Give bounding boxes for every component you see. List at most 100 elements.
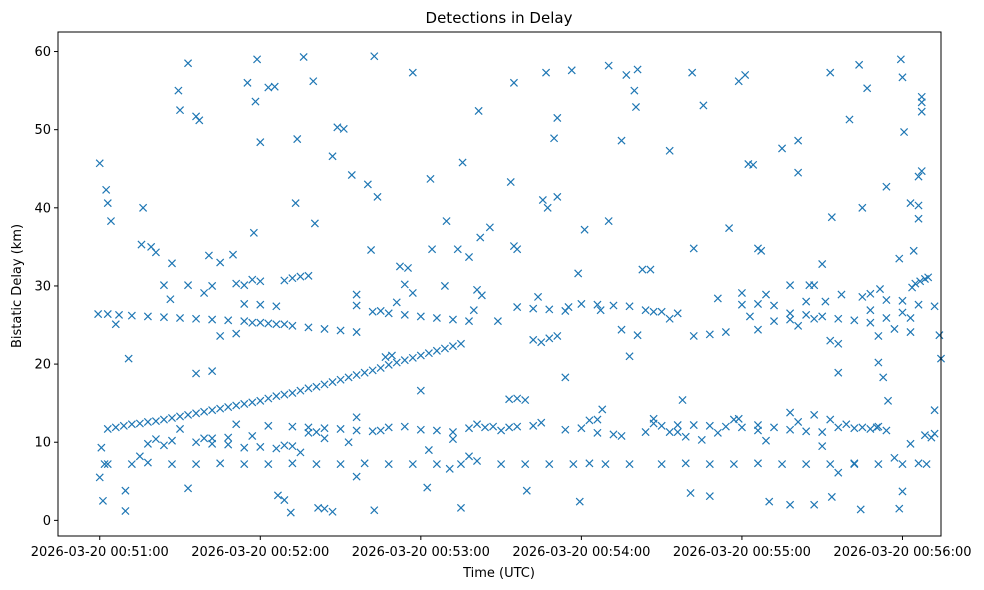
detection-marker <box>935 331 944 340</box>
detection-marker <box>761 290 771 299</box>
detection-marker <box>737 300 746 309</box>
detection-marker <box>448 315 457 324</box>
detection-marker <box>538 195 547 205</box>
detection-marker <box>368 307 377 316</box>
detection-marker <box>930 302 939 311</box>
detection-marker <box>858 203 867 212</box>
detection-marker <box>834 368 843 377</box>
detection-marker <box>749 160 758 169</box>
detection-marker <box>339 124 348 133</box>
detection-marker <box>280 390 289 399</box>
detection-marker <box>167 413 177 423</box>
y-axis-label: Bistatic Delay (km) <box>10 224 25 348</box>
detection-marker <box>585 459 594 468</box>
detection-marker <box>649 307 658 316</box>
detection-marker <box>916 277 925 286</box>
detection-marker <box>352 328 361 337</box>
detection-marker <box>299 52 308 62</box>
detection-marker <box>858 423 867 432</box>
detection-marker <box>826 336 835 345</box>
detection-marker <box>127 311 136 320</box>
detection-marker <box>705 330 714 339</box>
detection-marker <box>497 426 506 435</box>
detection-marker <box>432 426 441 435</box>
detection-marker <box>574 269 583 278</box>
detection-marker <box>106 217 116 226</box>
detection-marker <box>472 420 482 429</box>
detection-marker <box>778 460 787 469</box>
detection-marker <box>192 314 201 323</box>
detection-marker <box>232 279 241 288</box>
detection-marker <box>529 335 538 344</box>
detection-marker <box>513 303 522 312</box>
detection-marker <box>264 319 273 328</box>
detection-marker <box>890 453 899 462</box>
detection-marker <box>850 316 859 325</box>
detection-marker <box>384 309 393 318</box>
detection-marker <box>392 298 401 307</box>
detection-marker <box>143 312 152 321</box>
detection-marker <box>906 439 915 448</box>
detection-marker <box>352 290 361 299</box>
detection-marker <box>930 429 939 438</box>
detection-marker <box>408 68 417 77</box>
detection-marker <box>725 224 734 233</box>
detection-marker <box>424 446 433 455</box>
detection-marker <box>721 422 730 431</box>
detection-marker <box>103 310 112 319</box>
detection-marker <box>665 428 674 437</box>
detection-marker <box>681 432 690 441</box>
detection-marker <box>352 426 361 435</box>
detection-marker <box>914 214 923 223</box>
detection-marker <box>909 246 918 255</box>
detection-marker <box>770 423 779 432</box>
detection-marker <box>786 425 795 434</box>
detection-marker <box>432 346 441 355</box>
detection-marker <box>424 349 433 358</box>
detection-marker <box>593 415 602 424</box>
detection-marker <box>810 281 819 290</box>
detection-marker <box>721 328 730 337</box>
detection-marker <box>537 418 546 427</box>
detection-marker <box>898 296 907 305</box>
detection-marker <box>922 460 931 469</box>
detection-marker <box>256 277 265 286</box>
detection-marker <box>924 273 933 282</box>
detection-marker <box>400 310 409 319</box>
detection-marker <box>448 428 457 437</box>
detection-marker <box>360 459 369 468</box>
detection-marker <box>622 70 631 80</box>
detection-marker <box>243 78 252 87</box>
detection-marker <box>256 138 265 147</box>
detection-marker <box>741 70 750 80</box>
detection-marker <box>866 318 875 327</box>
detection-marker <box>432 313 441 323</box>
detection-marker <box>296 448 305 457</box>
detection-marker <box>312 460 321 469</box>
detection-marker <box>456 339 465 348</box>
detection-marker <box>135 419 144 428</box>
detection-marker <box>858 292 867 301</box>
detection-marker <box>445 464 454 473</box>
detection-marker <box>387 351 396 360</box>
detection-marker <box>291 199 300 208</box>
detection-marker <box>883 396 893 405</box>
detection-marker <box>272 302 281 311</box>
detection-marker <box>638 265 647 274</box>
detection-marker <box>681 459 690 468</box>
detection-marker <box>384 360 393 369</box>
detection-marker <box>137 240 146 249</box>
detection-marker <box>370 506 379 515</box>
detection-marker <box>705 421 714 430</box>
detection-marker <box>705 460 714 469</box>
detection-marker <box>513 422 522 431</box>
x-tick-label: 2026-03-20 00:56:00 <box>833 545 971 560</box>
detection-marker <box>192 460 201 469</box>
detection-marker <box>336 460 345 469</box>
detection-marker <box>304 323 313 332</box>
detection-marker <box>184 59 193 68</box>
detection-marker <box>100 460 109 469</box>
detection-marker <box>850 424 859 433</box>
detection-marker <box>102 185 111 194</box>
